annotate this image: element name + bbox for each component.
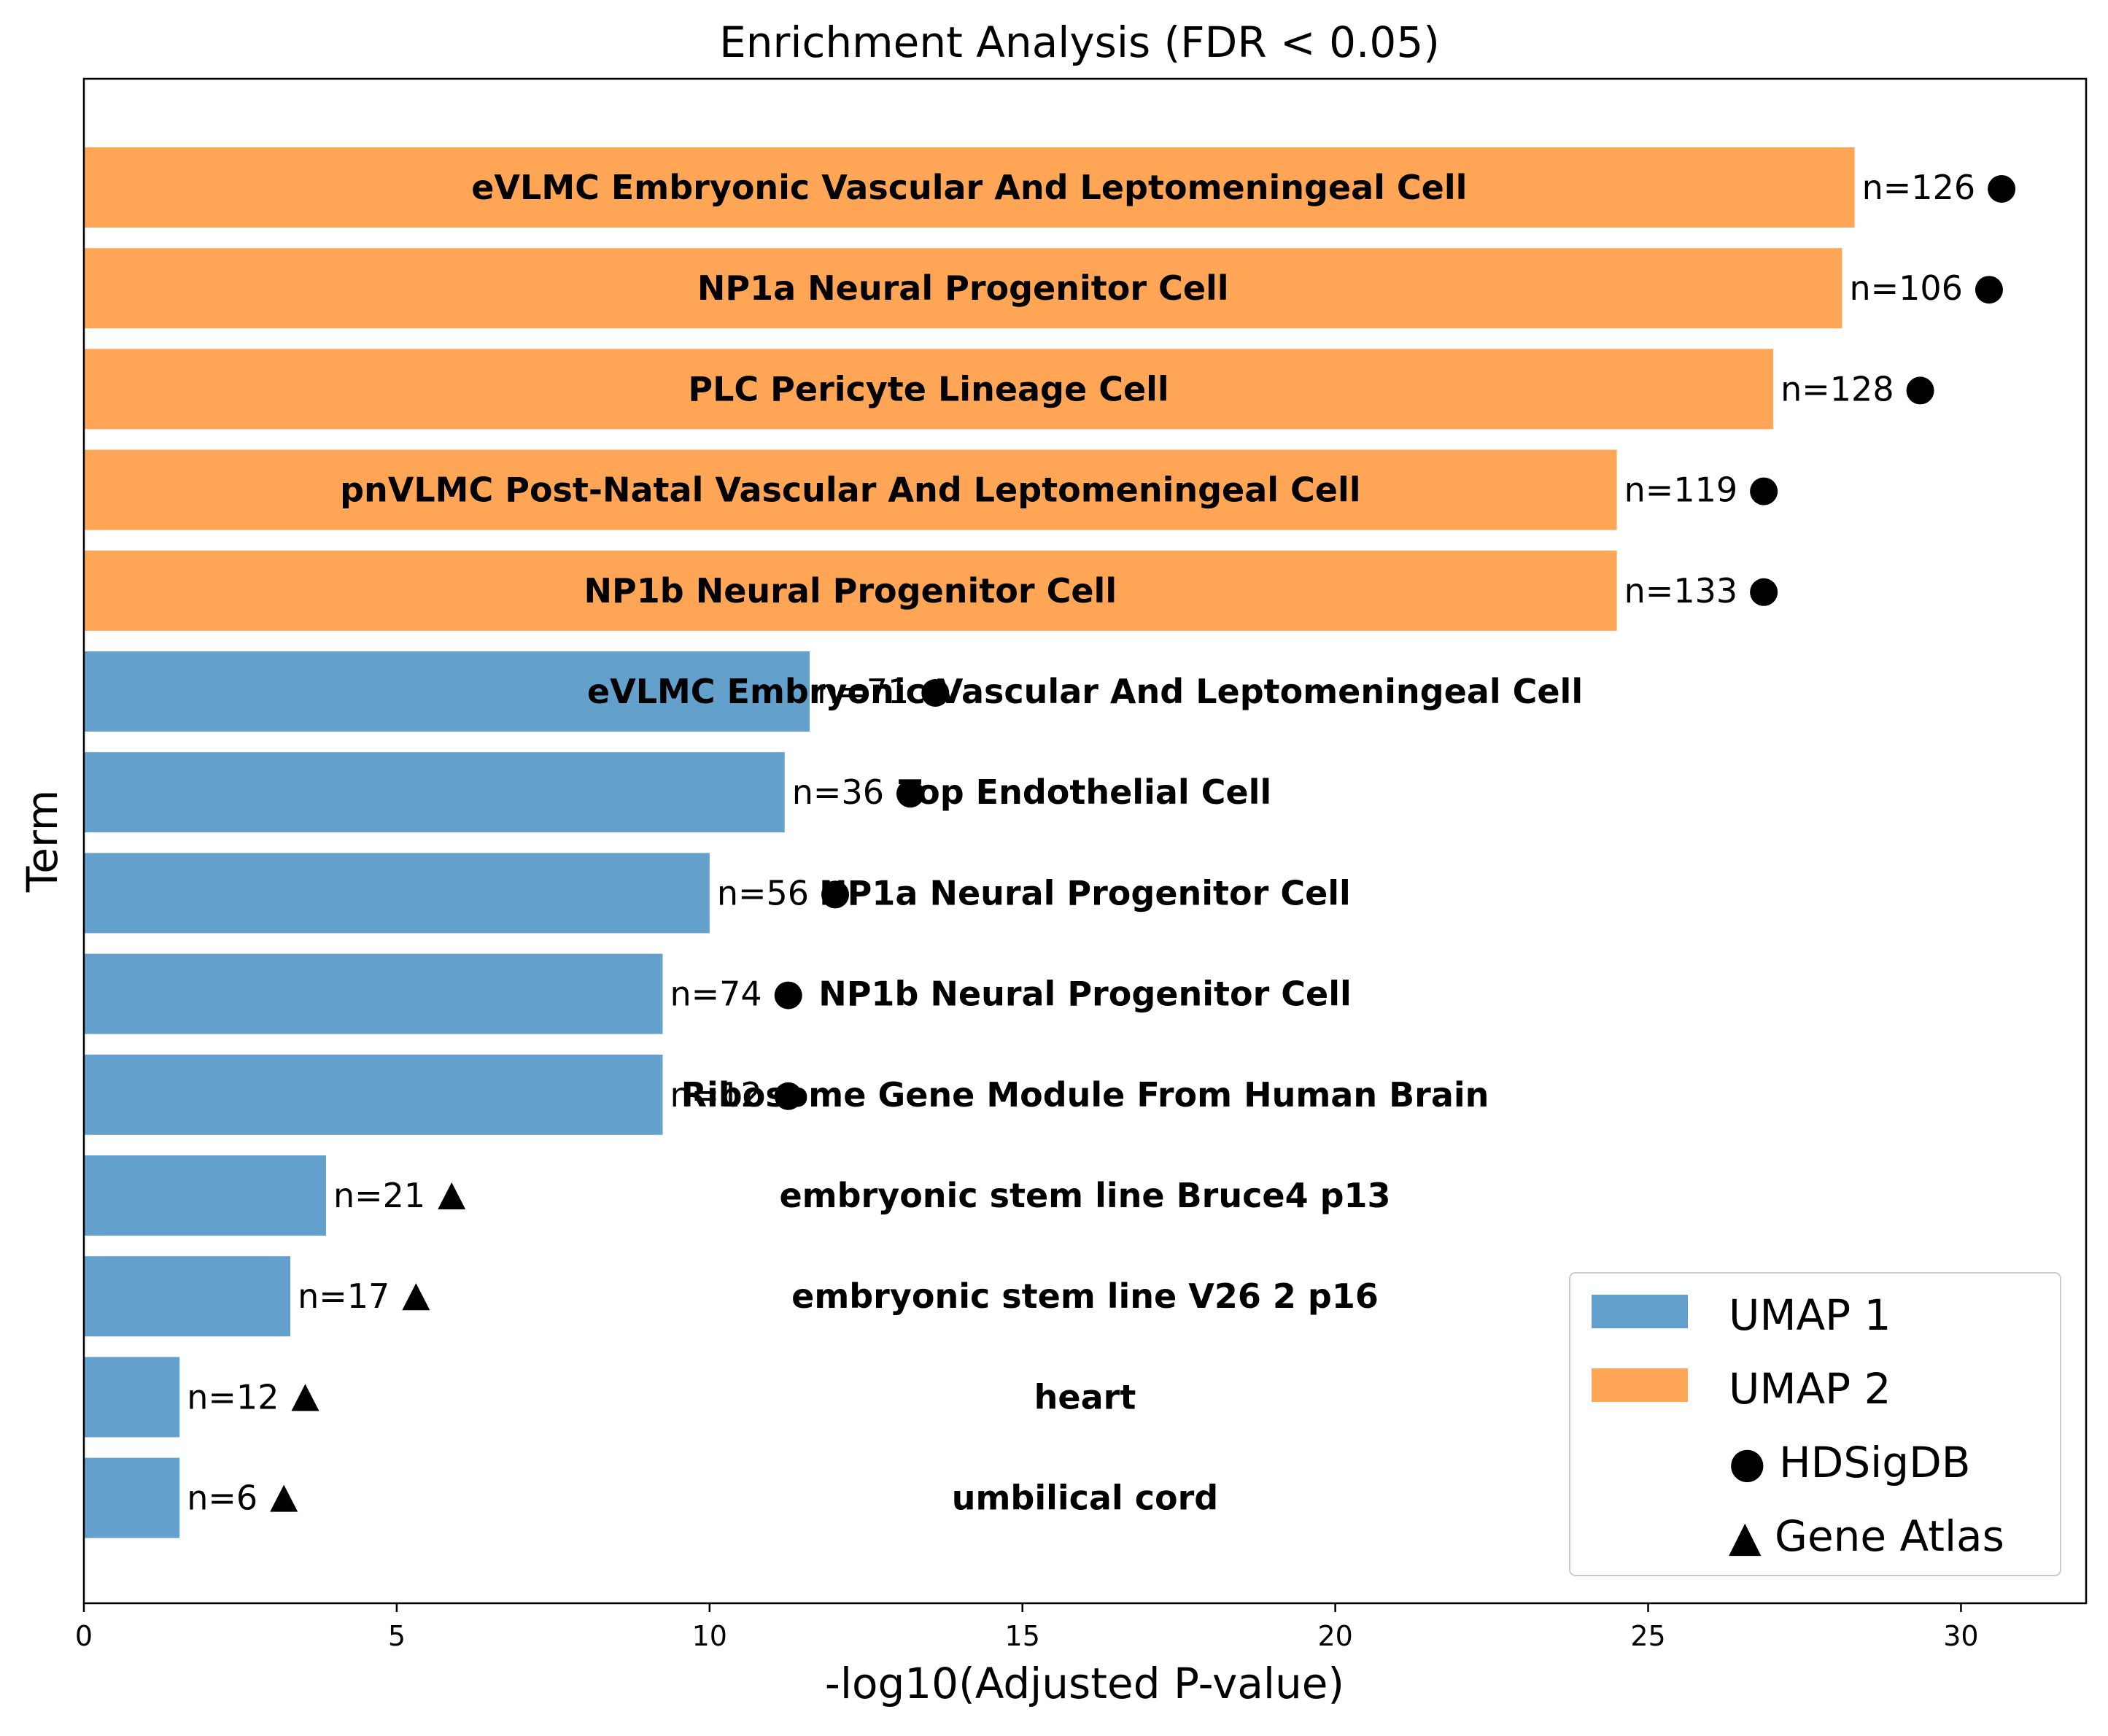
gene-atlas-marker — [438, 1182, 466, 1209]
hdsigdb-marker — [821, 880, 850, 909]
bars-layer — [84, 147, 1855, 1538]
hdsigdb-marker — [896, 780, 924, 808]
hdsigdb-marker — [921, 679, 950, 707]
legend: UMAP 1 UMAP 2 ● HDSigDB ▲ Gene Atlas — [1569, 1272, 2061, 1576]
count-label: n=56 — [717, 873, 809, 912]
bar-umap-1 — [84, 853, 710, 934]
term-label: eVLMC Embryonic Vascular And Leptomening… — [587, 672, 1583, 711]
bar-umap-1 — [84, 1357, 180, 1438]
hdsigdb-marker — [1906, 376, 1934, 405]
x-tick-label: 10 — [692, 1620, 727, 1652]
bar-umap-2 — [84, 248, 1842, 329]
hdsigdb-marker — [774, 1082, 802, 1110]
term-label: NP1b Neural Progenitor Cell — [818, 974, 1352, 1014]
bar-umap-1 — [84, 651, 810, 732]
count-label: n=12 — [187, 1377, 279, 1417]
x-tick-label: 15 — [1005, 1620, 1040, 1652]
term-label: NP1a Neural Progenitor Cell — [697, 268, 1229, 308]
count-label: n=119 — [1624, 470, 1738, 510]
bar-umap-2 — [84, 349, 1774, 430]
legend-frame — [1569, 1272, 2061, 1576]
hdsigdb-marker — [1750, 578, 1778, 606]
legend-swatch — [1592, 1295, 1688, 1328]
term-labels-layer: eVLMC Embryonic Vascular And Leptomening… — [340, 168, 1583, 1518]
term-label: eVLMC Embryonic Vascular And Leptomening… — [471, 168, 1467, 207]
term-label: umbilical cord — [952, 1479, 1218, 1518]
legend-label: ▲ Gene Atlas — [1729, 1511, 2004, 1561]
legend-label: ● HDSigDB — [1729, 1438, 1971, 1487]
legend-items: UMAP 1 UMAP 2 ● HDSigDB ▲ Gene Atlas — [1592, 1290, 2004, 1561]
legend-swatch — [1592, 1368, 1688, 1402]
x-axis-label: -log10(Adjusted P-value) — [825, 1659, 1344, 1708]
term-label: PLC Pericyte Lineage Cell — [688, 369, 1169, 408]
count-label: n=133 — [1624, 571, 1738, 611]
x-tick-label: 0 — [75, 1620, 93, 1652]
term-label: embryonic stem line V26 2 p16 — [791, 1276, 1379, 1316]
count-labels-layer: n=126 n=106 n=128 n=119 n=133 n=71 n=36 n=56 n=7… — [187, 168, 2016, 1518]
count-label: n=6 — [187, 1479, 257, 1518]
count-label: n=36 — [792, 772, 884, 812]
bar-umap-1 — [84, 1256, 291, 1337]
x-axis-ticks: 0 5 10 15 20 25 30 — [75, 1603, 1979, 1652]
term-label: embryonic stem line Bruce4 p13 — [779, 1176, 1390, 1215]
gene-atlas-marker — [402, 1283, 430, 1311]
bar-umap-1 — [84, 1155, 326, 1236]
gene-atlas-marker — [291, 1384, 319, 1411]
bar-umap-2 — [84, 449, 1617, 530]
hdsigdb-marker — [1988, 175, 2016, 203]
term-label: NP1b Neural Progenitor Cell — [584, 571, 1117, 611]
term-label: Ribosome Gene Module From Human Brain — [681, 1075, 1489, 1115]
count-label: n=71 — [817, 672, 909, 711]
count-label: n=74 — [670, 974, 762, 1014]
count-label: n=126 — [1862, 168, 1976, 207]
hdsigdb-marker — [1750, 477, 1778, 505]
bar-umap-1 — [84, 1457, 180, 1538]
x-tick-label: 5 — [388, 1620, 406, 1652]
term-label: NP1a Neural Progenitor Cell — [819, 873, 1351, 912]
count-label: n=17 — [298, 1276, 390, 1316]
bar-umap-1 — [84, 953, 663, 1034]
count-label: n=12 — [670, 1075, 762, 1115]
hdsigdb-marker — [774, 981, 802, 1010]
x-tick-label: 25 — [1630, 1620, 1665, 1652]
x-tick-label: 20 — [1317, 1620, 1352, 1652]
y-axis-label: Term — [18, 790, 67, 894]
plot-frame — [82, 77, 2088, 1605]
term-label: Top Endothelial Cell — [899, 772, 1271, 812]
legend-label: UMAP 1 — [1729, 1290, 1891, 1340]
legend-label: UMAP 2 — [1729, 1364, 1891, 1414]
count-label: n=128 — [1780, 369, 1894, 408]
chart-title: Enrichment Analysis (FDR < 0.05) — [719, 18, 1440, 67]
term-label: heart — [1034, 1377, 1136, 1417]
count-label: n=106 — [1849, 268, 1963, 308]
bar-umap-1 — [84, 1054, 663, 1135]
term-label: pnVLMC Post-Natal Vascular And Leptomeni… — [340, 470, 1360, 510]
gene-atlas-marker — [270, 1484, 298, 1512]
hdsigdb-marker — [1975, 276, 2003, 304]
bar-umap-2 — [84, 147, 1855, 228]
bar-umap-2 — [84, 550, 1617, 631]
x-tick-label: 30 — [1943, 1620, 1978, 1652]
count-label: n=21 — [333, 1176, 425, 1215]
bar-umap-1 — [84, 752, 785, 833]
